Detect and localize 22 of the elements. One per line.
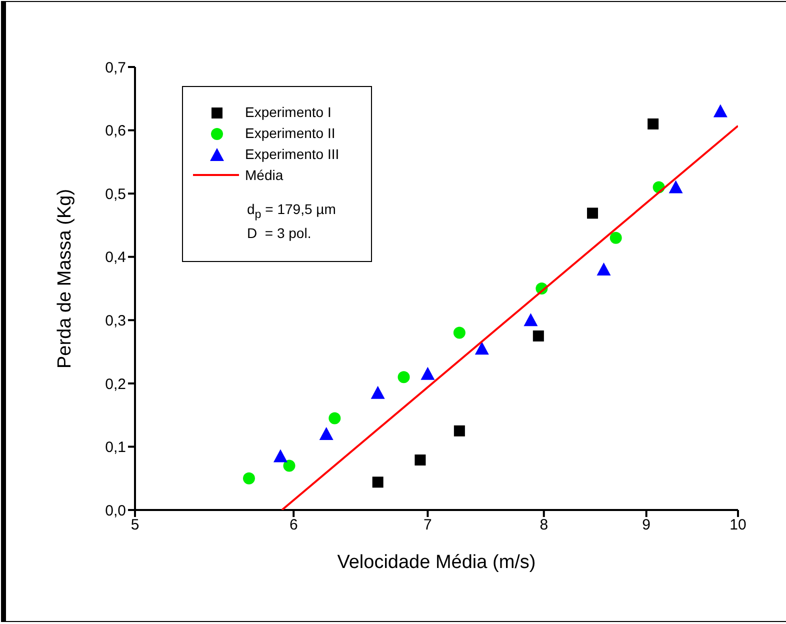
y-tick-label: 0,7 <box>105 59 126 76</box>
x-tick-label: 5 <box>130 516 140 534</box>
x-axis-title: Velocidade Média (m/s) <box>337 552 536 573</box>
x-tick-label: 8 <box>540 516 548 534</box>
y-tick-label: 0,3 <box>105 312 126 330</box>
legend-label: Experimento II <box>245 124 336 140</box>
annotation: D = 3 pol. <box>247 225 312 241</box>
x-tick-label: 6 <box>289 516 298 534</box>
legend-label: Média <box>245 166 284 182</box>
annotation: d$_{p}$ = 179,5 µm <box>247 201 336 221</box>
y-tick-label: 0,6 <box>105 122 126 140</box>
legend-label: Experimento I <box>245 104 332 120</box>
y-tick-label: 0,5 <box>105 186 126 203</box>
x-tick-label: 10 <box>730 516 746 534</box>
y-tick-label: 0,1 <box>105 439 126 456</box>
x-tick-label: 7 <box>424 516 432 534</box>
x-tick-label: 9 <box>642 516 651 534</box>
y-tick-label: 0,2 <box>105 376 126 393</box>
y-tick-label: 0,0 <box>105 502 126 520</box>
y-axis-title: Perda de Massa (Kg) <box>54 188 76 368</box>
y-tick-label: 0,4 <box>105 249 126 266</box>
legend-label: Experimento III <box>245 146 340 162</box>
